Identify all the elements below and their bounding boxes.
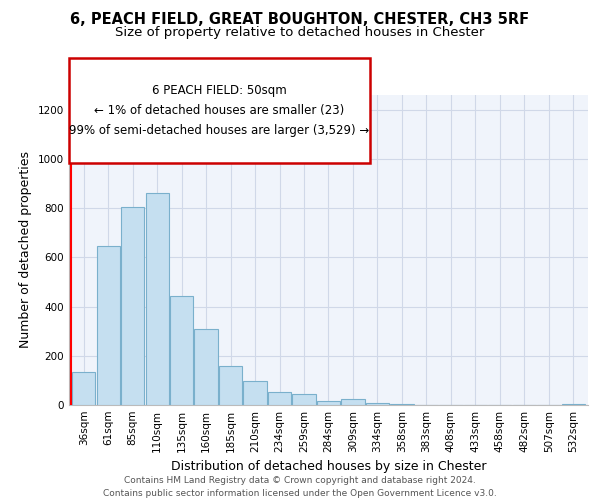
Bar <box>341 400 365 405</box>
Bar <box>317 402 340 405</box>
Bar <box>391 404 413 405</box>
Bar <box>244 381 266 405</box>
Y-axis label: Number of detached properties: Number of detached properties <box>19 152 32 348</box>
Bar <box>194 328 218 405</box>
Bar <box>170 296 193 405</box>
Bar <box>366 404 389 405</box>
Text: 6 PEACH FIELD: 50sqm
← 1% of detached houses are smaller (23)
99% of semi-detach: 6 PEACH FIELD: 50sqm ← 1% of detached ho… <box>70 84 370 137</box>
Bar <box>97 246 120 405</box>
Bar <box>268 392 291 405</box>
Bar <box>146 194 169 405</box>
Text: 6, PEACH FIELD, GREAT BOUGHTON, CHESTER, CH3 5RF: 6, PEACH FIELD, GREAT BOUGHTON, CHESTER,… <box>70 12 530 28</box>
Text: Contains HM Land Registry data © Crown copyright and database right 2024.
Contai: Contains HM Land Registry data © Crown c… <box>103 476 497 498</box>
Bar <box>292 394 316 405</box>
Bar <box>562 404 585 405</box>
Text: Size of property relative to detached houses in Chester: Size of property relative to detached ho… <box>115 26 485 39</box>
Bar <box>219 366 242 405</box>
X-axis label: Distribution of detached houses by size in Chester: Distribution of detached houses by size … <box>171 460 486 473</box>
Bar <box>121 207 144 405</box>
Bar <box>72 372 95 405</box>
